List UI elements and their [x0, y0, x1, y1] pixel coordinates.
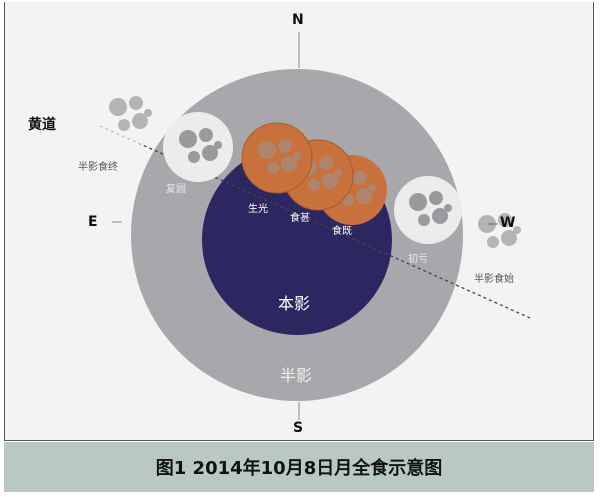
penumbra-label: 半影 [280, 366, 313, 385]
moon-first-contact [394, 176, 462, 244]
penumbral-start-label: 半影食始 [474, 274, 514, 285]
figure-caption: 图1 2014年10月8日月全食示意图 [4, 442, 594, 492]
south-label: S [293, 420, 304, 436]
third-contact-label: 生光 [248, 204, 268, 215]
west-label: W [500, 215, 516, 231]
moon-penumbral-start [465, 200, 529, 264]
maximum-label: 食甚 [290, 213, 310, 224]
ecliptic-label: 黄道 [28, 117, 56, 133]
moon-fourth-contact [163, 112, 233, 182]
moon-second-contact [241, 122, 313, 194]
penumbral-end-label: 半影食终 [78, 162, 118, 173]
second-contact-label: 食既 [332, 226, 352, 237]
moon-penumbral-end [96, 83, 160, 147]
umbra-label: 本影 [278, 294, 311, 313]
first-contact-label: 初亏 [408, 254, 428, 265]
fourth-contact-label: 复圆 [166, 184, 186, 195]
east-label: E [88, 214, 98, 230]
north-label: N [292, 12, 304, 28]
